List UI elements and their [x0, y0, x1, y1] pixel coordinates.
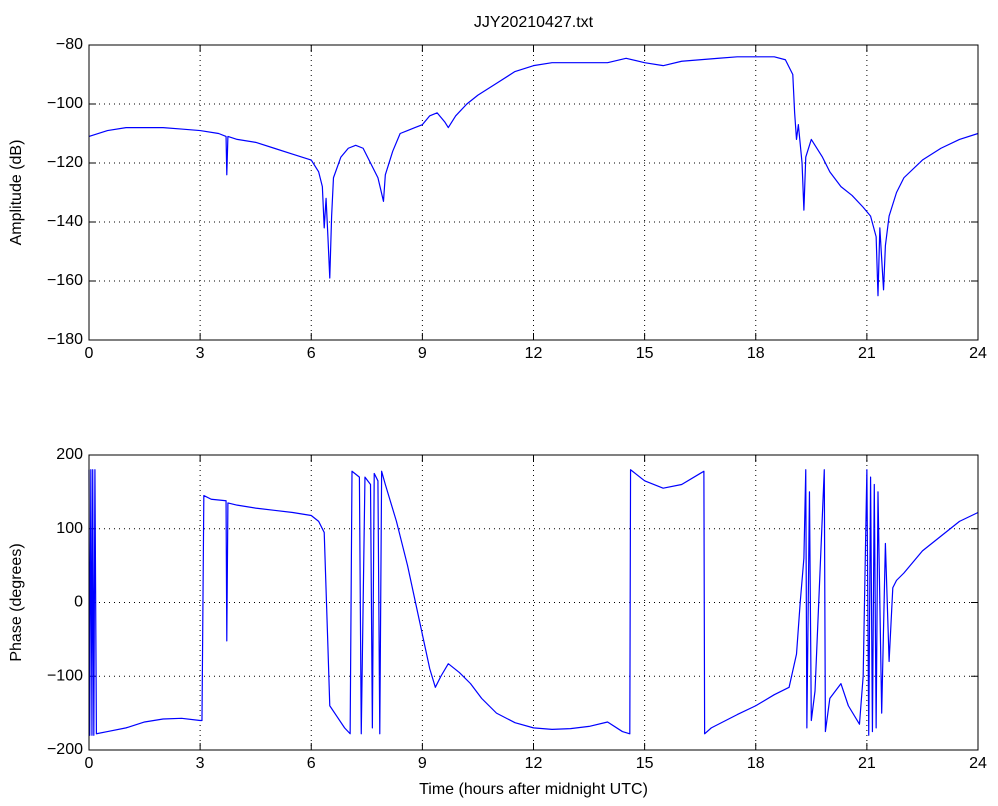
- y-axis-label: Phase (degrees): [8, 543, 25, 661]
- x-tick-label: 12: [525, 755, 543, 772]
- x-tick-label: 6: [307, 345, 316, 362]
- x-tick-label: 18: [747, 345, 765, 362]
- y-tick-label: 100: [56, 520, 83, 537]
- x-tick-label: 0: [85, 345, 94, 362]
- x-tick-label: 21: [858, 345, 876, 362]
- y-tick-label: −120: [47, 154, 83, 171]
- x-tick-label: 24: [969, 345, 987, 362]
- axes-frame: [88, 44, 979, 341]
- y-tick-label: −100: [47, 667, 83, 684]
- x-tick-label: 9: [418, 755, 427, 772]
- y-tick-label: −160: [47, 272, 83, 289]
- axes-frame: [88, 454, 979, 751]
- y-tick-label: −180: [47, 331, 83, 348]
- y-tick-label: −100: [47, 95, 83, 112]
- data-line: [88, 56, 979, 297]
- y-tick-label: −200: [47, 741, 83, 758]
- x-tick-label: 0: [85, 755, 94, 772]
- x-tick-label: 21: [858, 755, 876, 772]
- x-tick-label: 15: [636, 345, 654, 362]
- y-tick-label: 200: [56, 446, 83, 463]
- x-tick-label: 24: [969, 755, 987, 772]
- x-tick-label: 9: [418, 345, 427, 362]
- x-tick-label: 18: [747, 755, 765, 772]
- y-axis-label: Amplitude (dB): [8, 140, 25, 246]
- data-line: [88, 469, 979, 736]
- y-tick-label: −80: [56, 36, 83, 53]
- y-tick-label: 0: [74, 594, 83, 611]
- x-tick-label: 3: [196, 755, 205, 772]
- chart-title: JJY20210427.txt: [474, 14, 594, 31]
- x-axis-label: Time (hours after midnight UTC): [419, 781, 648, 798]
- x-tick-label: 3: [196, 345, 205, 362]
- x-tick-label: 15: [636, 755, 654, 772]
- x-tick-label: 6: [307, 755, 316, 772]
- y-tick-label: −140: [47, 213, 83, 230]
- x-tick-label: 12: [525, 345, 543, 362]
